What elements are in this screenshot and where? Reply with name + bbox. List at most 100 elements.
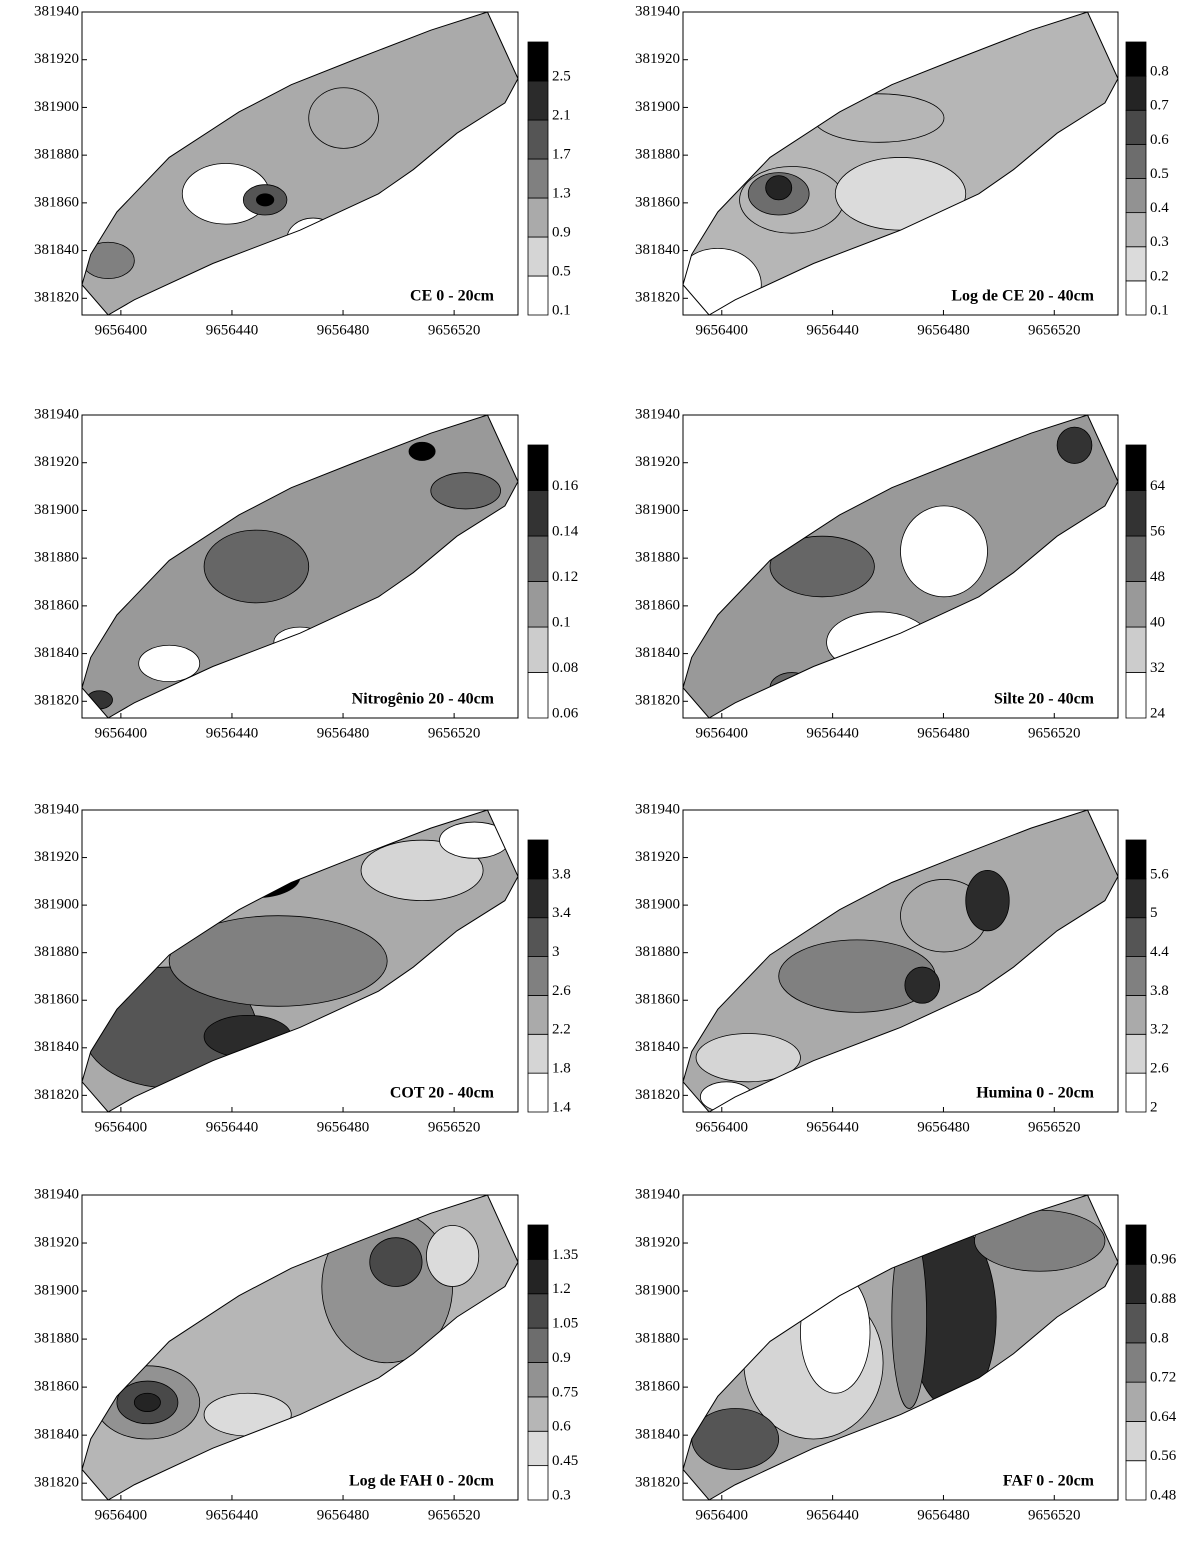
map-panel: 3818203818403818603818803819003819203819…	[635, 1186, 1177, 1523]
map-panel: 3818203818403818603818803819003819203819…	[34, 801, 571, 1135]
colorbar-label: 0.1	[552, 614, 571, 630]
colorbar-band	[528, 42, 548, 81]
colorbar-label: 2.5	[552, 68, 571, 84]
y-tick-label: 381840	[635, 242, 680, 258]
x-tick-label: 9656440	[806, 1507, 859, 1523]
contour-region	[256, 194, 273, 206]
x-tick-label: 9656440	[806, 322, 859, 338]
colorbar-label: 1.35	[552, 1247, 578, 1263]
y-tick-label: 381820	[635, 290, 680, 306]
colorbar-label: 2.6	[552, 983, 571, 999]
y-tick-label: 381820	[34, 1475, 79, 1491]
colorbar-label: 1.2	[552, 1281, 571, 1297]
colorbar-band	[528, 582, 548, 628]
colorbar-label: 0.7	[1150, 98, 1169, 114]
colorbar-band	[1126, 144, 1146, 178]
colorbar-band	[528, 276, 548, 315]
y-tick-label: 381920	[34, 454, 79, 470]
y-tick-label: 381880	[635, 147, 680, 163]
colorbar-band	[528, 1363, 548, 1397]
y-tick-label: 381880	[34, 944, 79, 960]
y-tick-label: 381920	[635, 1234, 680, 1250]
y-tick-label: 381900	[635, 502, 680, 518]
colorbar-label: 2.1	[552, 107, 571, 123]
y-tick-label: 381860	[635, 992, 680, 1008]
x-tick-label: 9656480	[917, 1507, 970, 1523]
colorbar-band	[1126, 42, 1146, 76]
colorbar-label: 32	[1150, 660, 1165, 676]
contour-region	[974, 1210, 1105, 1271]
contour-region	[814, 94, 945, 142]
colorbar-band	[1126, 281, 1146, 315]
colorbar-label: 0.6	[1150, 132, 1169, 148]
colorbar-band	[1126, 627, 1146, 673]
y-tick-label: 381920	[635, 51, 680, 67]
y-tick-label: 381900	[635, 99, 680, 115]
y-tick-label: 381940	[635, 3, 680, 19]
x-tick-label: 9656520	[1028, 1119, 1081, 1135]
contour-region	[134, 1393, 160, 1411]
y-tick-label: 381920	[34, 51, 79, 67]
colorbar-label: 5	[1150, 905, 1158, 921]
y-tick-label: 381820	[34, 290, 79, 306]
colorbar-label: 1.8	[552, 1061, 571, 1077]
map-panel: 3818203818403818603818803819003819203819…	[635, 801, 1169, 1135]
colorbar-label: 0.9	[552, 1350, 571, 1366]
contour-region	[892, 1226, 927, 1409]
y-tick-label: 381880	[635, 1331, 680, 1347]
map-label: FAF 0 - 20cm	[1003, 1473, 1095, 1490]
colorbar-band	[528, 536, 548, 582]
x-tick-label: 9656400	[95, 1119, 148, 1135]
colorbar-label: 0.45	[552, 1453, 578, 1469]
y-tick-label: 381940	[34, 1186, 79, 1202]
y-tick-label: 381840	[34, 1427, 79, 1443]
colorbar-band	[1126, 673, 1146, 719]
y-tick-label: 381820	[34, 1087, 79, 1103]
colorbar-label: 0.06	[552, 705, 579, 721]
y-tick-label: 381900	[635, 897, 680, 913]
colorbar-band	[528, 1073, 548, 1112]
x-tick-label: 9656520	[1028, 1507, 1081, 1523]
contour-region	[966, 870, 1010, 930]
contour-region	[901, 506, 988, 597]
x-tick-label: 9656520	[1028, 322, 1081, 338]
map-label: Log de FAH 0 - 20cm	[349, 1473, 495, 1490]
colorbar-band	[1126, 1073, 1146, 1112]
contour-region	[204, 530, 309, 603]
colorbar-label: 0.1	[1150, 302, 1169, 318]
colorbar-label: 0.12	[552, 569, 578, 585]
colorbar-label: 24	[1150, 705, 1166, 721]
contour-regions	[692, 1210, 1105, 1469]
y-tick-label: 381940	[635, 801, 680, 817]
contour-region	[139, 645, 200, 681]
y-tick-label: 381860	[34, 1379, 79, 1395]
colorbar-band	[528, 445, 548, 491]
colorbar-label: 0.6	[552, 1419, 571, 1435]
colorbar-label: 0.2	[1150, 268, 1169, 284]
colorbar-band	[1126, 1034, 1146, 1073]
y-tick-label: 381880	[34, 550, 79, 566]
colorbar-band	[1126, 995, 1146, 1034]
contour-region	[426, 1226, 478, 1287]
y-tick-label: 381820	[635, 1087, 680, 1103]
colorbar-label: 3	[552, 944, 560, 960]
colorbar-band	[1126, 247, 1146, 281]
y-tick-label: 381880	[635, 550, 680, 566]
y-tick-label: 381940	[34, 3, 79, 19]
y-tick-label: 381860	[34, 194, 79, 210]
colorbar-label: 2.6	[1150, 1061, 1169, 1077]
colorbar-label: 56	[1150, 523, 1166, 539]
y-tick-label: 381820	[635, 693, 680, 709]
colorbar-label: 0.14	[552, 523, 579, 539]
y-tick-label: 381900	[635, 1283, 680, 1299]
colorbar-label: 4.4	[1150, 944, 1169, 960]
y-tick-label: 381860	[635, 597, 680, 613]
map-label: Silte 20 - 40cm	[994, 691, 1095, 708]
colorbar-band	[1126, 536, 1146, 582]
y-tick-label: 381920	[635, 454, 680, 470]
contour-region	[700, 1082, 752, 1112]
colorbar-band	[528, 120, 548, 159]
colorbar-band	[1126, 1382, 1146, 1421]
x-tick-label: 9656400	[696, 1119, 749, 1135]
colorbar-label: 0.5	[1150, 166, 1169, 182]
